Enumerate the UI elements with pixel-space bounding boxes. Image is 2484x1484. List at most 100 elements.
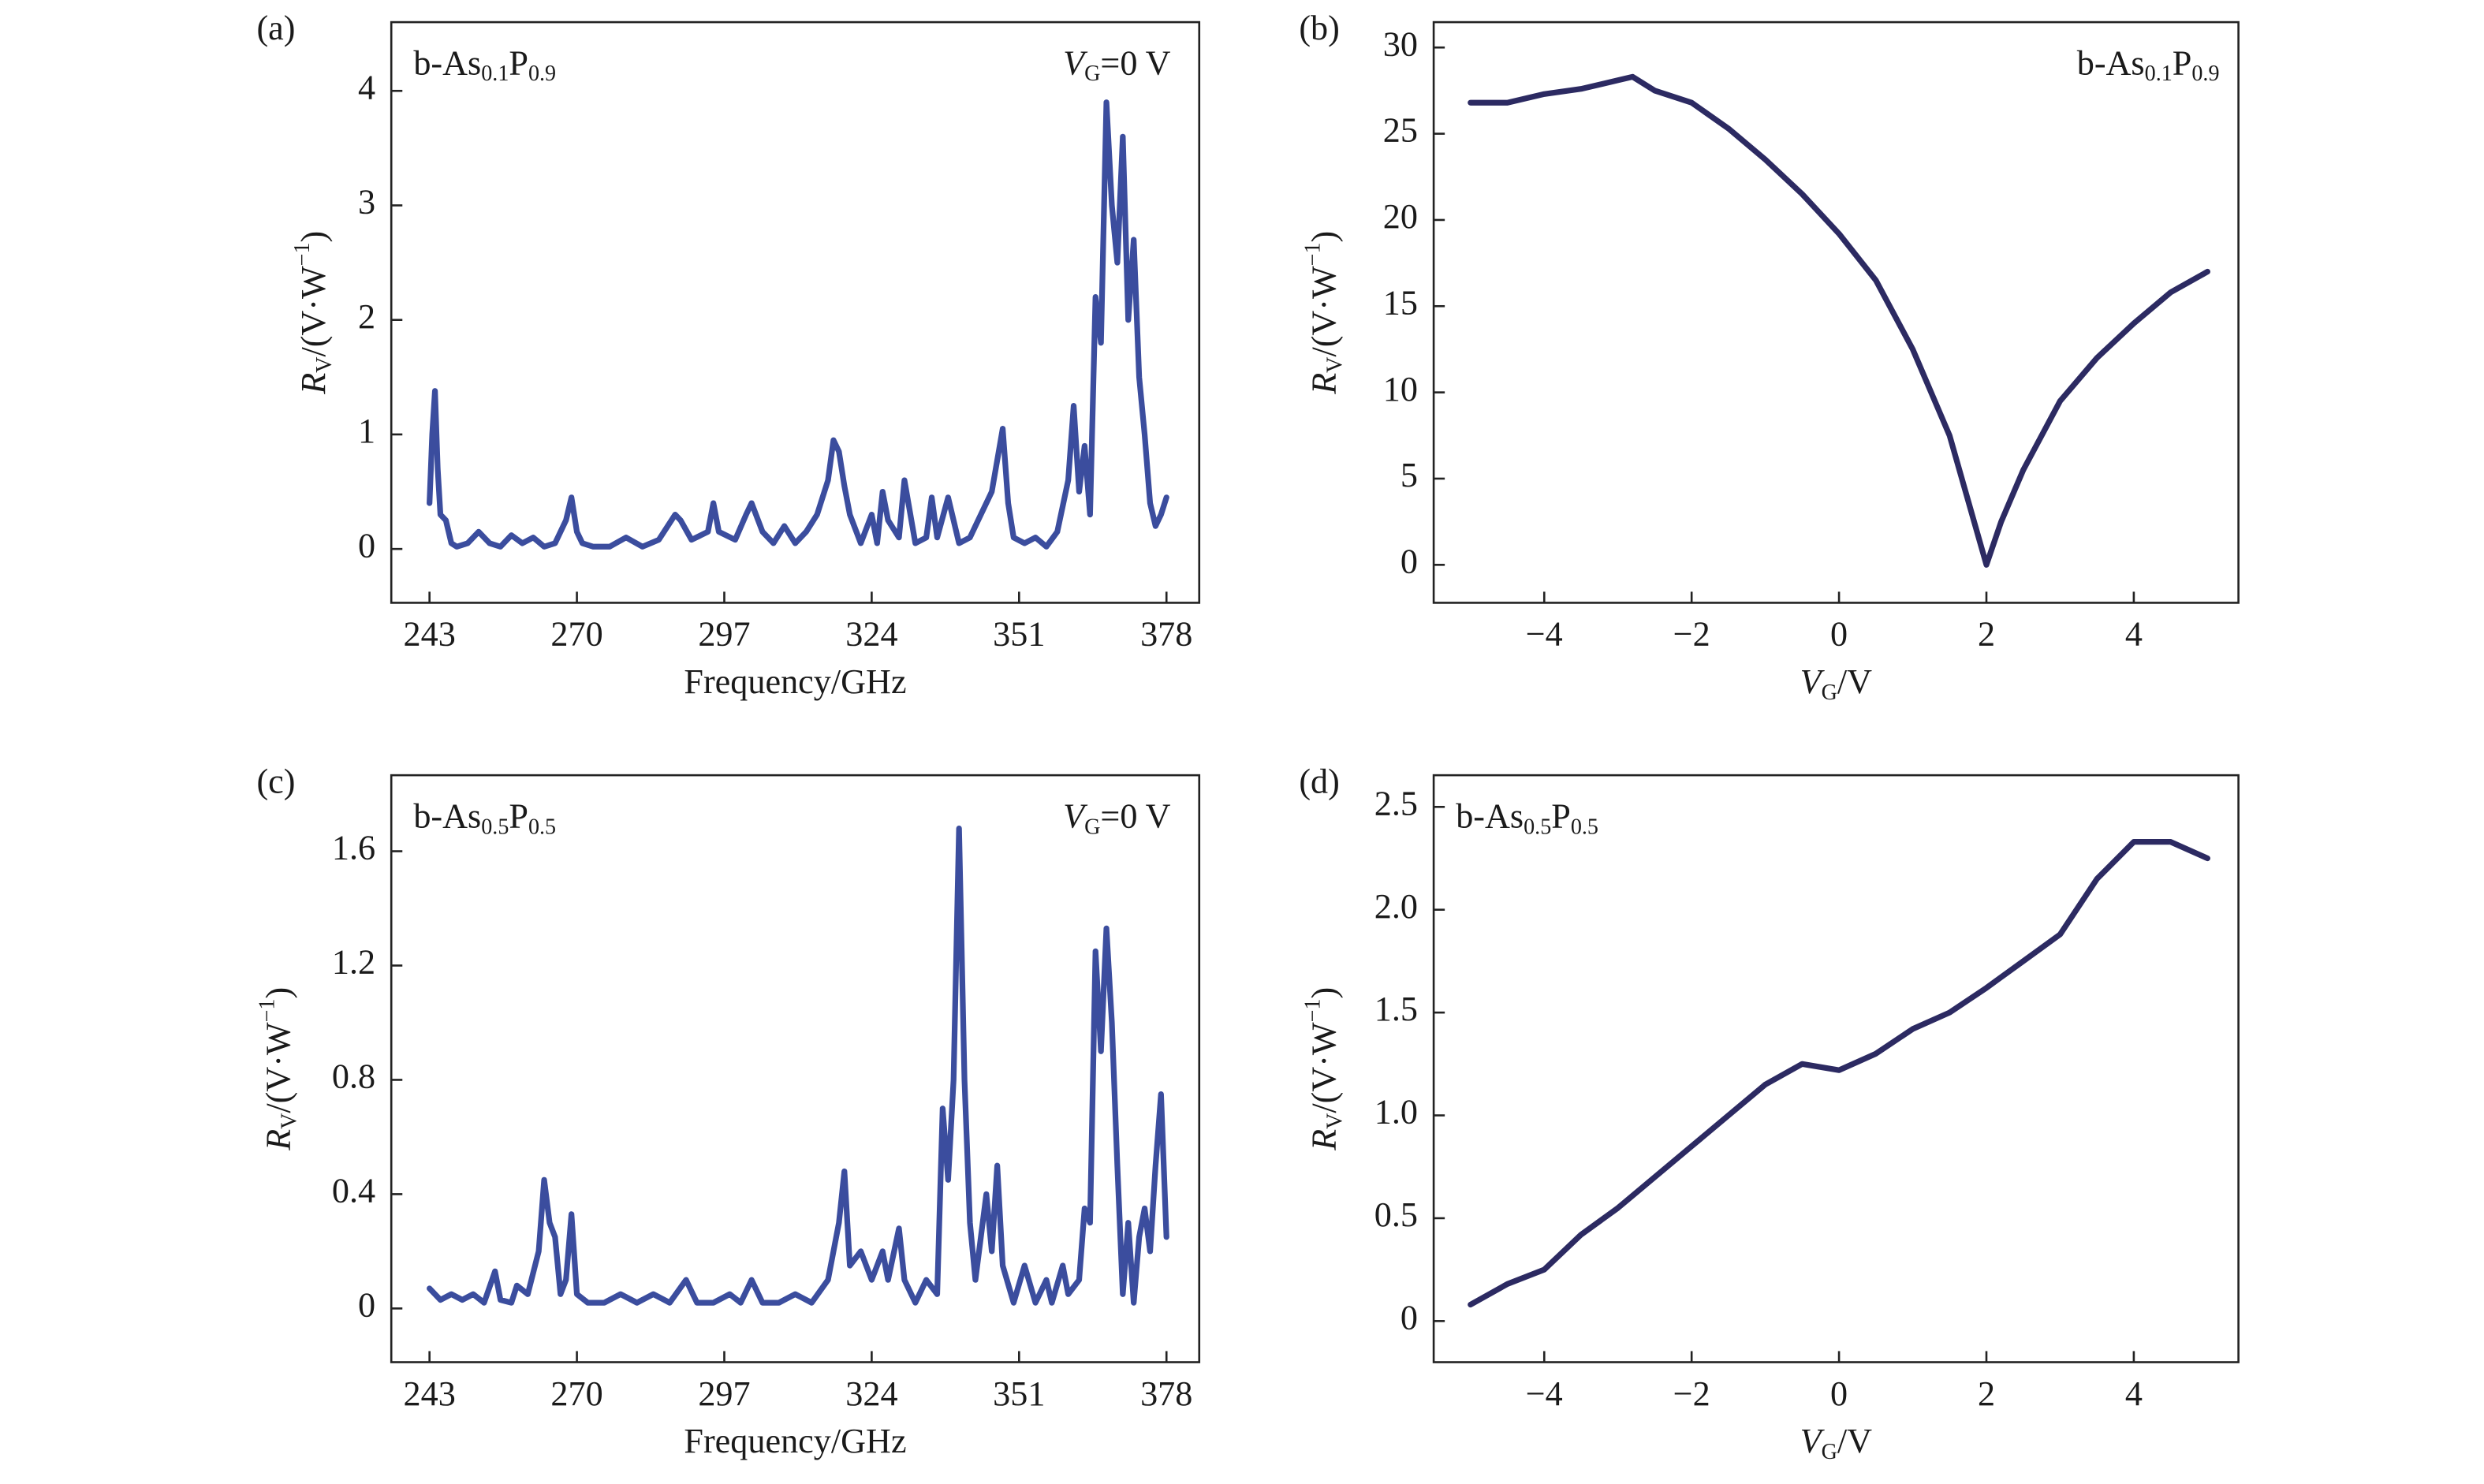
sample-label: b-As0.1P0.9: [2077, 43, 2220, 86]
sample-label-part: P: [509, 43, 528, 82]
y-axis-title: RV/(V·W−1): [1301, 987, 1348, 1151]
y-axis-title-part: R: [1305, 1129, 1344, 1151]
y-tick-label: 1: [358, 412, 375, 450]
sample-label-part: b-As: [1456, 796, 1524, 835]
gate-label-part: V: [1063, 796, 1088, 835]
y-tick-label: 30: [1383, 24, 1418, 63]
x-axis-title: VG/V: [1800, 1422, 1873, 1464]
x-tick-label: −4: [1526, 1374, 1563, 1413]
x-tick-label: 4: [2125, 615, 2143, 654]
y-tick-label: 4: [358, 68, 375, 106]
y-axis-title-part: R: [259, 1129, 298, 1151]
y-tick-label: 5: [1401, 456, 1418, 494]
y-tick-label: 1.6: [332, 829, 375, 867]
y-axis-title: RV/(V·W−1): [255, 987, 302, 1151]
y-axis-title: RV/(V·W−1): [290, 231, 337, 395]
y-tick-label: 2.0: [1374, 887, 1418, 926]
sample-label-part: b-As: [413, 43, 481, 82]
y-tick-label: 0: [358, 526, 375, 565]
x-axis-title: VG/V: [1800, 662, 1873, 705]
y-tick-label: 2.5: [1374, 784, 1418, 822]
y-axis-title-part: /(V·W: [294, 266, 333, 356]
y-tick-label: 10: [1383, 370, 1418, 408]
sample-label-part: 0.9: [2191, 62, 2219, 87]
gate-label-part: =0 V: [1100, 796, 1170, 835]
x-axis-title: Frequency/GHz: [684, 662, 906, 701]
y-axis-title-part: R: [1305, 373, 1344, 395]
x-axis-title-part: V: [1800, 662, 1826, 701]
x-tick-label: 270: [550, 615, 602, 654]
panel: 243 270 297 324 351 37800.40.81.21.6(c)b-As0.…: [255, 762, 1201, 1460]
x-tick-label: −2: [1673, 1374, 1710, 1413]
sample-label-part: b-As: [2077, 43, 2145, 82]
y-tick-label: 0: [1401, 1299, 1418, 1337]
y-axis-title: RV/(V·W−1): [1301, 231, 1348, 395]
x-tick-label: 270: [550, 1374, 602, 1413]
x-tick-label: 4: [2125, 1374, 2143, 1413]
sample-label-part: b-As: [413, 796, 481, 835]
plot-frame: [390, 21, 1201, 604]
y-axis-title-part: −1: [255, 999, 280, 1023]
sample-label-part: P: [509, 796, 528, 835]
x-tick-label: 0: [1830, 615, 1848, 654]
plot-frame: [1432, 21, 2240, 604]
panel-label: (d): [1299, 762, 1340, 800]
panel-label: (c): [256, 762, 295, 800]
x-tick-label: 351: [993, 615, 1045, 654]
gate-label: VG=0 V: [1063, 43, 1171, 86]
x-axis-title-part: V: [1800, 1422, 1826, 1460]
data-line: [427, 825, 1169, 1306]
y-axis-title-part: V: [1323, 1113, 1348, 1129]
x-tick-label: 0: [1830, 1374, 1848, 1413]
y-tick-label: 2: [358, 297, 375, 336]
x-tick-label: 2: [1978, 1374, 1995, 1413]
data-line: [427, 99, 1169, 550]
y-axis-title-part: −1: [1301, 242, 1326, 266]
sample-label-part: P: [2173, 43, 2192, 82]
y-axis-title-part: −1: [1301, 999, 1326, 1023]
x-tick-label: 378: [1140, 615, 1192, 654]
sample-label-part: P: [1551, 796, 1571, 835]
gate-label-part: =0 V: [1100, 43, 1170, 82]
y-axis-title-part: −1: [290, 242, 315, 266]
panel-label: (b): [1299, 9, 1340, 47]
y-tick-label: 0.4: [332, 1172, 375, 1210]
sample-label: b-As0.5P0.5: [1456, 796, 1598, 839]
x-axis-title-part: G: [1822, 680, 1837, 705]
x-tick-label: 378: [1140, 1374, 1192, 1413]
data-line: [1468, 839, 2210, 1308]
y-tick-label: 0: [358, 1286, 375, 1325]
panel: −4 −2 0 2 400.51.01.52.02.5(d)b-As0.5P0.5VG/…: [1299, 762, 2240, 1464]
sample-label-part: 0.1: [481, 62, 509, 87]
panel-label: (a): [256, 9, 295, 47]
y-axis-title-part: /(V·W: [1305, 1022, 1344, 1113]
x-axis-title-part: G: [1822, 1440, 1837, 1464]
gate-label-part: V: [1063, 43, 1088, 82]
sample-label-part: 0.5: [481, 815, 509, 840]
gate-label: VG=0 V: [1063, 796, 1171, 839]
y-tick-label: 1.5: [1374, 990, 1418, 1028]
x-axis-title-part: /V: [1837, 662, 1872, 701]
x-tick-label: 351: [993, 1374, 1045, 1413]
y-axis-title-part: /(V·W: [259, 1022, 298, 1113]
data-line: [1468, 73, 2210, 568]
y-axis-title-part: V: [1323, 357, 1348, 373]
y-axis-title-part: /(V·W: [1305, 266, 1344, 356]
y-axis-title-part: ): [1305, 231, 1344, 243]
y-tick-label: 1.0: [1374, 1093, 1418, 1132]
x-axis-title: Frequency/GHz: [684, 1422, 906, 1460]
x-tick-label: −4: [1526, 615, 1563, 654]
gate-label-part: G: [1084, 62, 1100, 87]
y-tick-label: 0.8: [332, 1057, 375, 1096]
y-tick-label: 0: [1401, 542, 1418, 580]
sample-label-part: 0.9: [528, 62, 556, 87]
x-tick-label: 324: [845, 615, 897, 654]
x-tick-label: 2: [1978, 615, 1995, 654]
y-axis-title-part: ): [294, 231, 333, 243]
y-tick-label: 25: [1383, 111, 1418, 150]
sample-label-part: 0.5: [1571, 815, 1598, 840]
y-tick-label: 15: [1383, 283, 1418, 322]
